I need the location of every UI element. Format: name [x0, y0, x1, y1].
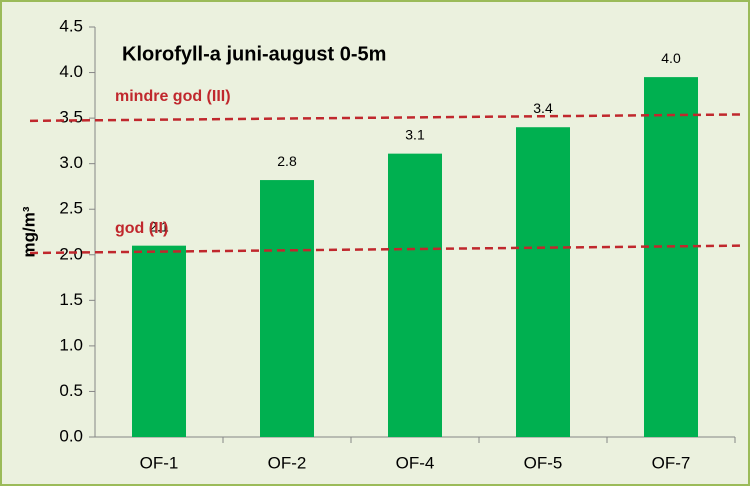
y-tick-label: 4.5	[59, 16, 83, 35]
x-tick-label: OF-4	[396, 453, 435, 472]
y-tick-label: 4.0	[59, 62, 83, 81]
y-tick-label: 1.5	[59, 290, 83, 309]
y-tick-label: 0.5	[59, 381, 83, 400]
y-tick-label: 3.5	[59, 108, 83, 127]
data-label: 3.4	[533, 100, 553, 116]
data-label: 4.0	[661, 50, 681, 66]
y-tick-label: 0.0	[59, 426, 83, 445]
data-label: 2.8	[277, 153, 297, 169]
y-axis-label: mg/m³	[19, 206, 38, 257]
bar	[516, 127, 570, 437]
reference-line	[29, 244, 741, 255]
reference-label: mindre god (III)	[115, 88, 231, 105]
y-tick-label: 3.0	[59, 153, 83, 172]
x-tick-label: OF-2	[268, 453, 307, 472]
x-tick-label: OF-7	[652, 453, 691, 472]
bar	[132, 245, 186, 437]
reference-label: god (II)	[115, 220, 168, 237]
reference-line	[29, 113, 741, 123]
bar	[644, 77, 698, 437]
data-label: 3.1	[405, 126, 425, 142]
data-label: 2.1	[149, 218, 169, 234]
y-tick-label: 2.5	[59, 199, 83, 218]
bar	[260, 180, 314, 438]
chart-title: Klorofyll-a juni-august 0-5m	[122, 43, 386, 65]
x-tick-label: OF-1	[140, 453, 179, 472]
bar	[388, 153, 442, 437]
y-tick-label: 1.0	[59, 335, 83, 354]
x-tick-label: OF-5	[524, 453, 563, 472]
